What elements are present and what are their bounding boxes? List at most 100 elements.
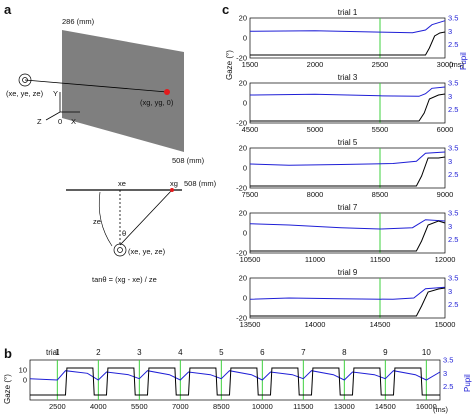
pupil-series-line xyxy=(249,151,446,166)
xg-label: xg xyxy=(170,179,178,188)
plot-frame xyxy=(249,212,446,254)
x-tick-label: 5000 xyxy=(307,125,324,134)
panel-a: a 286 (mm) 508 (mm) (xe, ye, ze) (xg, yg… xyxy=(4,2,217,284)
plot-title: trial 7 xyxy=(338,203,358,212)
pupil-series-line xyxy=(29,370,441,381)
y-right-tick-label: 3.5 xyxy=(448,14,458,23)
x-tick-label: 2000 xyxy=(307,60,324,69)
y-left-tick-label: 20 xyxy=(239,14,247,23)
plot-0: 1500 2000 2500 3000 20 0 -20 3.5 3 2.5 trial 1 (ms) xyxy=(236,8,464,69)
b-y-right-tick-label: 3 xyxy=(443,369,447,378)
x-tick-label: 9000 xyxy=(437,190,454,199)
x-tick-label: 10500 xyxy=(240,255,261,264)
gaze-series-line xyxy=(250,31,446,56)
c-ylabel-right: Pupil xyxy=(459,52,468,70)
b-x-tick-label: 8500 xyxy=(213,402,230,411)
x-tick-label: 3000 xyxy=(437,60,454,69)
b-x-tick-label: 5500 xyxy=(131,402,148,411)
x-tick-label: 11500 xyxy=(370,255,390,264)
y-left-tick-label: 20 xyxy=(239,79,247,88)
panel-b-plot: 2500 4000 5500 7000 8500 10000 11500 13000 14500… xyxy=(19,348,454,411)
b-y-left-tick-label: 10 xyxy=(19,366,27,375)
axis-x-label: X xyxy=(71,117,76,126)
plot-title: trial 1 xyxy=(338,8,358,17)
x-tick-label: 12000 xyxy=(435,255,456,264)
b-trial-number: 5 xyxy=(219,348,224,357)
eye-outer-circle xyxy=(18,73,32,87)
y-left-tick-label: 0 xyxy=(243,229,247,238)
pupil-series-line xyxy=(249,20,446,34)
axis-z-label: Z xyxy=(37,117,42,126)
plot-1: 4500 5000 5500 6000 20 0 -20 3.5 3 2.5 trial 3 xyxy=(236,73,458,134)
z-axis-arrow xyxy=(45,111,61,121)
y-left-tick-label: -20 xyxy=(236,119,247,128)
y-right-tick-label: 3 xyxy=(448,287,452,296)
target-point xyxy=(170,188,174,192)
y-right-tick-label: 2.5 xyxy=(448,170,458,179)
line-end-label: 508 (mm) xyxy=(184,179,217,188)
b-x-tick-label: 2500 xyxy=(49,402,66,411)
panel-label-a: a xyxy=(4,2,12,17)
y-right-tick-label: 2.5 xyxy=(448,300,458,309)
y-left-tick-label: -20 xyxy=(236,54,247,63)
b-y-right-tick-label: 2.5 xyxy=(443,382,453,391)
y-left-tick-label: 0 xyxy=(243,294,247,303)
b-ylabel-right: Pupil xyxy=(463,374,472,392)
eye-to-target-line xyxy=(119,189,173,246)
x-tick-label: 11000 xyxy=(305,255,325,264)
y-right-tick-label: 2.5 xyxy=(448,235,458,244)
b-x-tick-label: 11500 xyxy=(293,402,313,411)
y-right-tick-label: 2.5 xyxy=(448,40,458,49)
tan-formula: tanθ = (xg - xe) / ze xyxy=(92,275,157,284)
y-right-tick-label: 3 xyxy=(448,157,452,166)
b-x-tick-label: 7000 xyxy=(172,402,189,411)
plot-2: 7500 8000 8500 9000 20 0 -20 3.5 3 2.5 trial 5 xyxy=(236,138,458,199)
eye2-inner-circle xyxy=(117,247,123,253)
panel-label-b: b xyxy=(4,346,12,361)
y-left-tick-label: -20 xyxy=(236,184,247,193)
ze-label: ze xyxy=(93,217,101,226)
plot-3: 10500 11000 11500 12000 20 0 -20 3.5 3 2.5 trial 7 xyxy=(236,203,458,264)
b-trial-number: 9 xyxy=(383,348,388,357)
gaze-series-line xyxy=(30,367,440,396)
b-x-tick-label: 10000 xyxy=(252,402,273,411)
x-tick-label: 14500 xyxy=(370,320,391,329)
x-unit-label: (ms) xyxy=(449,60,464,69)
plot-title: trial 9 xyxy=(338,268,358,277)
b-trial-number: 4 xyxy=(178,348,183,357)
axis-origin-label: 0 xyxy=(58,117,62,126)
b-trial-number: 2 xyxy=(96,348,101,357)
x-tick-label: 8500 xyxy=(372,190,389,199)
b-trial-number: 7 xyxy=(301,348,306,357)
y-left-tick-label: 20 xyxy=(239,144,247,153)
y-right-tick-label: 3.5 xyxy=(448,79,458,88)
plot-frame xyxy=(249,147,446,189)
x-tick-label: 8000 xyxy=(307,190,324,199)
b-x-tick-label: 14500 xyxy=(375,402,396,411)
plot-4: 13500 14000 14500 15000 20 0 -20 3.5 3 2.5 trial 9 xyxy=(236,268,458,329)
b-trial-number: 8 xyxy=(342,348,347,357)
x-tick-label: 7500 xyxy=(242,190,259,199)
b-y-left-tick-label: 0 xyxy=(23,376,27,385)
panel-c: c Gaze (°) Pupil 1500 2000 2500 3000200-203… xyxy=(222,2,468,329)
y-right-tick-label: 3 xyxy=(448,222,452,231)
panel-label-c: c xyxy=(222,2,229,17)
c-ylabel-left: Gaze (°) xyxy=(225,50,234,80)
trial-word: trial xyxy=(46,348,59,357)
b-x-unit: (ms) xyxy=(433,405,448,414)
y-right-tick-label: 3.5 xyxy=(448,209,458,218)
ze-brace xyxy=(98,191,113,247)
gaze-series-line xyxy=(250,287,446,317)
x-tick-label: 14000 xyxy=(305,320,326,329)
plot-frame xyxy=(29,359,441,401)
y-left-tick-label: 0 xyxy=(243,164,247,173)
y-right-tick-label: 3 xyxy=(448,27,452,36)
screen-top-dimension: 286 (mm) xyxy=(62,17,95,26)
b-trial-number: 1 xyxy=(55,348,60,357)
x-tick-label: 15000 xyxy=(435,320,456,329)
b-trial-number: 3 xyxy=(137,348,142,357)
b-x-tick-label: 4000 xyxy=(90,402,107,411)
b-trial-number: 6 xyxy=(260,348,265,357)
